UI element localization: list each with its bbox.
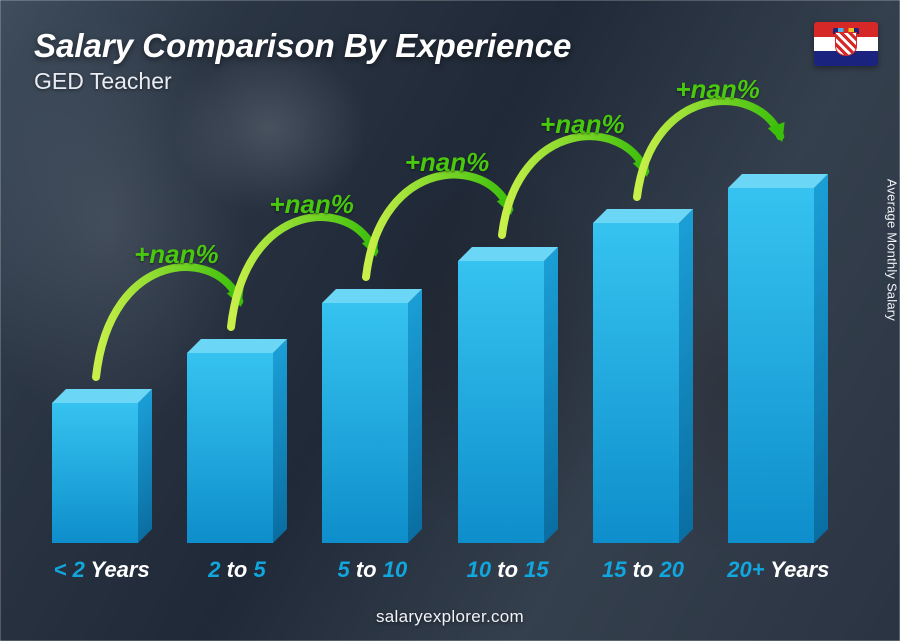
bar-2: 0 HRK5 to 10 (305, 303, 440, 583)
percent-increase-label: +nan% (269, 189, 354, 220)
bar-3: 0 HRK10 to 15 (440, 261, 575, 583)
bar-5: 0 HRK20+ Years (711, 188, 846, 583)
x-category-label: 15 to 20 (602, 557, 684, 583)
bar-0: 0 HRK< 2 Years (34, 403, 169, 583)
x-category-label: 5 to 10 (337, 557, 407, 583)
flag-croatia (814, 22, 878, 66)
x-category-label: < 2 Years (54, 557, 150, 583)
y-axis-label: Average Monthly Salary (885, 178, 900, 320)
x-category-label: 10 to 15 (467, 557, 549, 583)
content-layer: Salary Comparison By Experience GED Teac… (0, 0, 900, 641)
bar-4: 0 HRK15 to 20 (575, 223, 710, 583)
percent-increase-label: +nan% (540, 109, 625, 140)
bar-chart: 0 HRK< 2 Years0 HRK2 to 50 HRK5 to 100 H… (34, 130, 846, 583)
percent-increase-label: +nan% (405, 147, 490, 178)
x-category-label: 20+ Years (727, 557, 829, 583)
percent-increase-label: +nan% (134, 239, 219, 270)
x-category-label: 2 to 5 (208, 557, 266, 583)
bar-1: 0 HRK2 to 5 (169, 353, 304, 583)
chart-title: Salary Comparison By Experience (34, 28, 866, 64)
footer-attribution: salaryexplorer.com (0, 607, 900, 627)
percent-increase-label: +nan% (675, 74, 760, 105)
